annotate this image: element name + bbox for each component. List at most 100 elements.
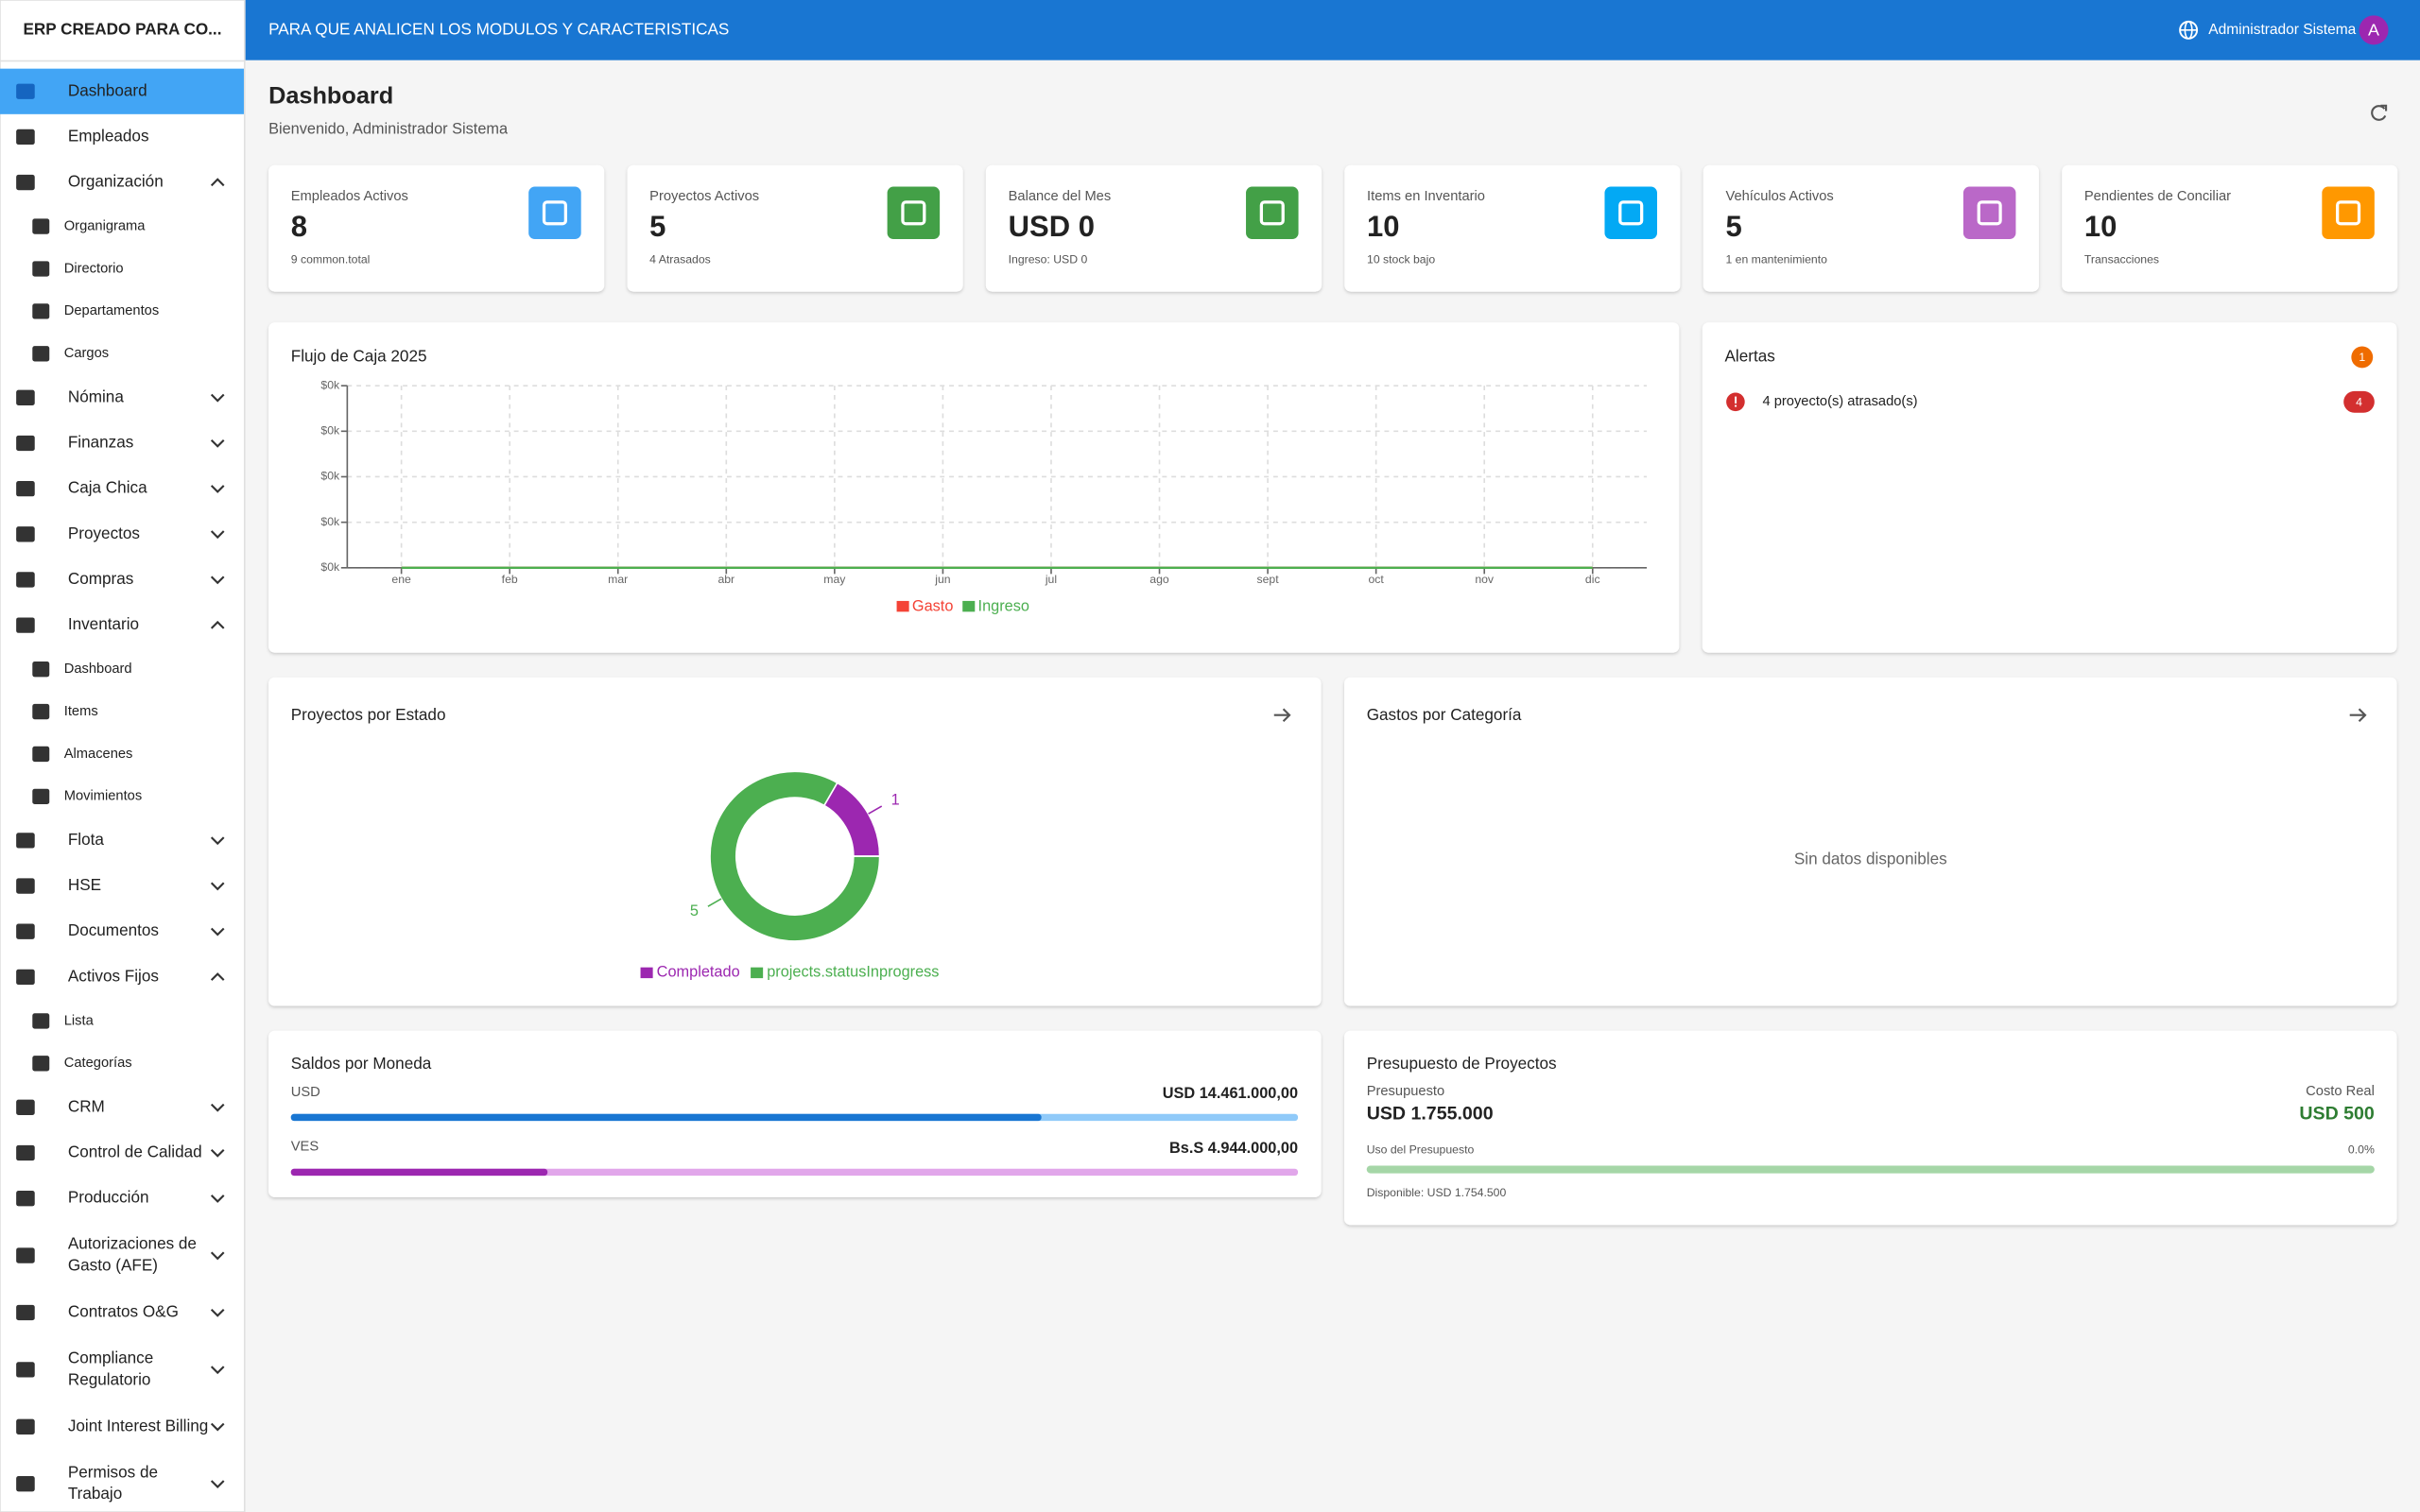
alert-icon-dot xyxy=(1735,405,1737,407)
nav-sub-icon xyxy=(32,789,49,804)
nav-sub-item[interactable]: Cargos xyxy=(64,346,109,361)
alert-text[interactable]: 4 proyecto(s) atrasado(s) xyxy=(1762,394,1917,409)
user-name[interactable]: Administrador Sistema xyxy=(2208,22,2356,38)
page-title: Dashboard xyxy=(268,83,393,110)
stat-value: USD 0 xyxy=(1009,210,1095,243)
nav-icon xyxy=(16,1145,35,1160)
actual-label: Costo Real xyxy=(2306,1084,2375,1099)
legend-swatch xyxy=(897,601,909,611)
nav-sub-icon xyxy=(32,261,49,276)
nav-sub-item[interactable]: Directorio xyxy=(64,261,124,276)
card-title: Saldos por Moneda xyxy=(291,1054,432,1073)
nav-sub-icon xyxy=(32,346,49,361)
currency-amount: Bs.S 4.944.000,00 xyxy=(1169,1140,1298,1157)
nav-item[interactable]: Proyectos xyxy=(68,524,140,542)
card-title: Alertas xyxy=(1724,346,1774,365)
nav-sub-item[interactable]: Departamentos xyxy=(64,303,159,318)
nav-sub-item[interactable]: Categorías xyxy=(64,1056,132,1071)
nav-item[interactable]: Caja Chica xyxy=(68,478,147,497)
nav-item[interactable]: Dashboard xyxy=(68,80,147,99)
budget-label: Presupuesto xyxy=(1367,1084,1444,1099)
nav-sub-item[interactable]: Dashboard xyxy=(64,662,132,677)
currency-amount: USD 14.461.000,00 xyxy=(1163,1085,1298,1102)
balance-bar xyxy=(291,1114,1042,1121)
nav-icon xyxy=(16,1362,35,1377)
nav-item[interactable]: CRM xyxy=(68,1096,105,1115)
nav-sub-icon xyxy=(32,218,49,233)
legend-label: Ingreso xyxy=(978,598,1029,615)
nav-item[interactable]: HSE xyxy=(68,875,101,894)
nav-item[interactable]: Flota xyxy=(68,830,105,849)
budget-value: USD 1.755.000 xyxy=(1367,1104,1494,1125)
nav-icon xyxy=(16,1100,35,1115)
stat-icon-box xyxy=(528,187,581,240)
nav-item[interactable]: Compliance xyxy=(68,1348,153,1366)
x-tick-label: feb xyxy=(502,573,518,586)
chart-title: Flujo de Caja 2025 xyxy=(291,346,427,365)
nav-item[interactable]: Trabajo xyxy=(68,1484,122,1503)
nav-item[interactable]: Contratos O&G xyxy=(68,1302,179,1321)
nav-sub-item[interactable]: Items xyxy=(64,704,98,719)
nav-icon xyxy=(16,617,35,632)
nav-item[interactable]: Joint Interest Billing xyxy=(68,1416,208,1435)
nav-icon xyxy=(16,390,35,405)
nav-icon xyxy=(16,833,35,848)
nav-sub-icon xyxy=(32,704,49,719)
usage-value: 0.0% xyxy=(2348,1143,2375,1156)
legend-label: Gasto xyxy=(912,598,954,615)
stat-note: 9 common.total xyxy=(291,252,371,266)
alerts-card xyxy=(1703,322,2397,652)
stat-icon-box xyxy=(1604,187,1657,240)
stat-value: 10 xyxy=(2084,210,2118,243)
nav-item[interactable]: Permisos de xyxy=(68,1462,158,1481)
nav-item[interactable]: Producción xyxy=(68,1188,149,1207)
stat-value: 5 xyxy=(649,210,666,243)
banner: PARA QUE ANALICEN LOS MODULOS Y CARACTER… xyxy=(268,19,729,38)
nav-icon xyxy=(16,129,35,145)
nav-icon xyxy=(16,1419,35,1435)
nav-sub-item[interactable]: Organigrama xyxy=(64,218,147,233)
nav-item[interactable]: Autorizaciones de xyxy=(68,1234,197,1253)
currency-code: VES xyxy=(291,1140,320,1155)
donut-label: 5 xyxy=(690,902,699,919)
x-tick-label: may xyxy=(823,573,846,586)
nav-item[interactable]: Finanzas xyxy=(68,433,133,452)
nav-sub-item[interactable]: Almacenes xyxy=(64,747,133,762)
y-tick-label: $0k xyxy=(320,560,340,574)
nav-item[interactable]: Control de Calidad xyxy=(68,1143,202,1161)
nav-icon xyxy=(16,175,35,190)
stat-label: Items en Inventario xyxy=(1367,189,1485,204)
stat-icon-box xyxy=(2322,187,2375,240)
nav-item[interactable]: Nómina xyxy=(68,387,124,405)
x-tick-label: nov xyxy=(1475,573,1495,586)
y-tick-label: $0k xyxy=(320,378,340,391)
nav-item[interactable]: Activos Fijos xyxy=(68,966,159,985)
nav-icon xyxy=(16,1191,35,1206)
card-title: Proyectos por Estado xyxy=(291,705,446,724)
nav-sub-item[interactable]: Lista xyxy=(64,1013,95,1028)
app-title: ERP CREADO PARA CO... xyxy=(23,19,221,38)
y-tick-label: $0k xyxy=(320,470,340,483)
x-tick-label: jul xyxy=(1045,573,1057,586)
nav-item[interactable]: Regulatorio xyxy=(68,1369,151,1388)
nav-item[interactable]: Empleados xyxy=(68,126,149,145)
nav-item[interactable]: Compras xyxy=(68,569,133,588)
nav-sub-item[interactable]: Movimientos xyxy=(64,789,142,804)
nav-item[interactable]: Organización xyxy=(68,172,164,191)
x-tick-label: ago xyxy=(1150,573,1169,586)
stat-icon-box xyxy=(1963,187,2016,240)
avatar-letter[interactable]: A xyxy=(2368,20,2379,39)
nav-item[interactable]: Gasto (AFE) xyxy=(68,1256,158,1275)
nav-icon xyxy=(16,1476,35,1491)
stat-label: Pendientes de Conciliar xyxy=(2084,189,2231,204)
donut-label: 1 xyxy=(891,792,900,809)
actual-value: USD 500 xyxy=(2299,1104,2375,1125)
alerts-badge-count: 1 xyxy=(2359,351,2365,364)
x-tick-label: dic xyxy=(1585,573,1600,586)
nav-item[interactable]: Inventario xyxy=(68,614,139,633)
nav-icon xyxy=(16,526,35,541)
stat-value: 10 xyxy=(1367,210,1399,243)
currency-code: USD xyxy=(291,1085,320,1100)
nav-icon xyxy=(16,970,35,985)
nav-item[interactable]: Documentos xyxy=(68,920,159,939)
